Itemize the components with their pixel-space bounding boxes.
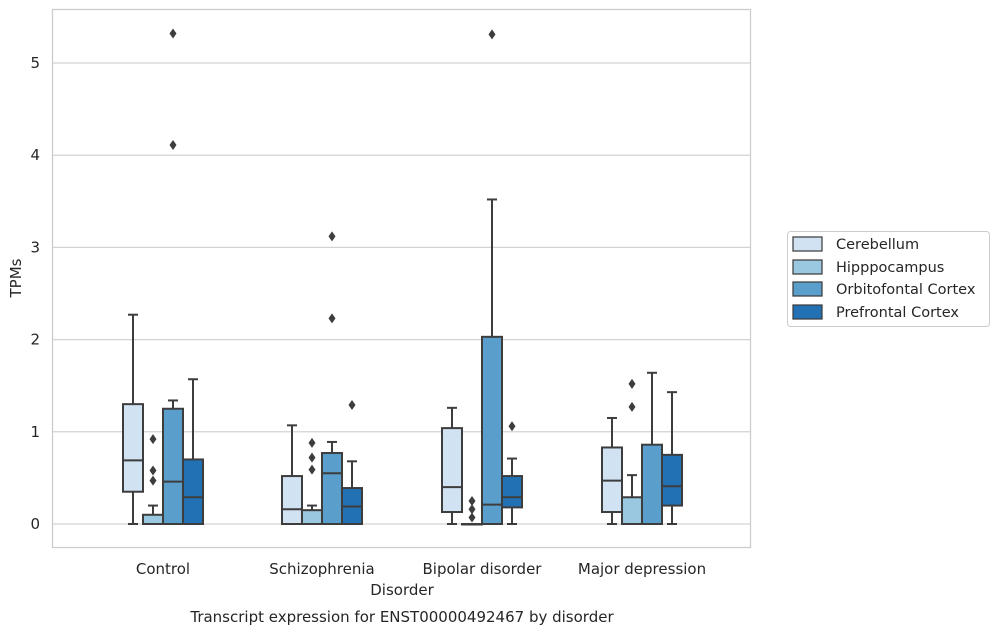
- iqr-box: [281, 475, 303, 525]
- box-hipppocampus: [461, 495, 483, 526]
- outlier-point: [508, 421, 516, 432]
- legend: Cerebellum Hipppocampus Orbitofontal Corte…: [787, 231, 990, 327]
- outlier-point: [488, 29, 496, 40]
- legend-swatch: [792, 304, 823, 320]
- outlier-point: [628, 401, 636, 412]
- legend-label: Orbitofontal Cortex: [836, 282, 976, 298]
- box-cerebellum: [601, 416, 623, 525]
- legend-swatch: [792, 281, 823, 297]
- y-tick-label: 5: [30, 54, 40, 72]
- outlier-point: [468, 504, 476, 515]
- y-tick-label: 3: [30, 238, 40, 256]
- y-tick-label: 0: [30, 515, 40, 533]
- outlier-point: [468, 495, 476, 506]
- box-hipppocampus: [301, 437, 323, 526]
- x-tick-labels: Control Schizophrenia Bipolar disorder Majo…: [136, 560, 706, 578]
- box-cerebellum: [281, 424, 303, 525]
- iqr-box: [142, 513, 164, 526]
- x-tick-label: Bipolar disorder: [423, 560, 543, 578]
- legend-label: Prefrontal Cortex: [836, 305, 959, 321]
- iqr-box: [321, 452, 343, 526]
- legend-swatch: [792, 236, 823, 252]
- iqr-box: [621, 496, 643, 525]
- y-tick-label: 1: [30, 423, 40, 441]
- iqr-box: [162, 407, 184, 525]
- box-prefrontal-cortex: [341, 400, 363, 525]
- outlier-point: [169, 140, 177, 151]
- iqr-box: [661, 453, 683, 507]
- outlier-point: [149, 465, 157, 476]
- box-cerebellum: [441, 406, 463, 525]
- iqr-box: [481, 335, 503, 526]
- x-axis-label: Disorder: [370, 581, 434, 599]
- box-groups: [122, 28, 683, 526]
- outlier-point: [308, 452, 316, 463]
- iqr-box: [182, 458, 204, 525]
- chart-title: Transcript expression for ENST0000049246…: [189, 608, 614, 626]
- iqr-box: [301, 509, 323, 526]
- box-orbitofontal-cortex: [481, 29, 503, 526]
- iqr-box: [641, 443, 663, 526]
- iqr-box: [441, 427, 463, 514]
- box-prefrontal-cortex: [661, 391, 683, 525]
- outlier-point: [348, 400, 356, 411]
- x-tick-label: Control: [136, 560, 190, 578]
- outlier-point: [149, 434, 157, 445]
- x-tick-label: Schizophrenia: [269, 560, 374, 578]
- y-tick-label: 4: [30, 146, 40, 164]
- outlier-point: [169, 28, 177, 39]
- y-tick-labels: 0 1 2 3 4 5: [30, 54, 40, 533]
- legend-label: Hipppocampus: [836, 260, 944, 276]
- outlier-point: [328, 313, 336, 324]
- box-prefrontal-cortex: [501, 421, 523, 525]
- outlier-point: [328, 231, 336, 242]
- legend-label: Cerebellum: [836, 237, 919, 253]
- y-axis-label: TPMs: [7, 258, 25, 298]
- iqr-box: [501, 475, 523, 509]
- box-prefrontal-cortex: [182, 378, 204, 525]
- outlier-point: [308, 437, 316, 448]
- plot-frame: [51, 8, 752, 549]
- box-orbitofontal-cortex: [641, 371, 663, 526]
- outlier-point: [149, 475, 157, 486]
- outlier-point: [628, 378, 636, 389]
- outlier-point: [308, 464, 316, 475]
- box-orbitofontal-cortex: [321, 231, 343, 526]
- box-orbitofontal-cortex: [162, 28, 184, 525]
- outlier-point: [468, 512, 476, 523]
- x-tick-label: Major depression: [578, 560, 706, 578]
- iqr-box: [122, 403, 144, 493]
- box-hipppocampus: [142, 434, 164, 526]
- legend-swatch: [792, 259, 823, 275]
- box-cerebellum: [122, 313, 144, 525]
- y-tick-label: 2: [30, 331, 40, 349]
- legend-frame: [787, 231, 990, 327]
- box-hipppocampus: [621, 378, 643, 525]
